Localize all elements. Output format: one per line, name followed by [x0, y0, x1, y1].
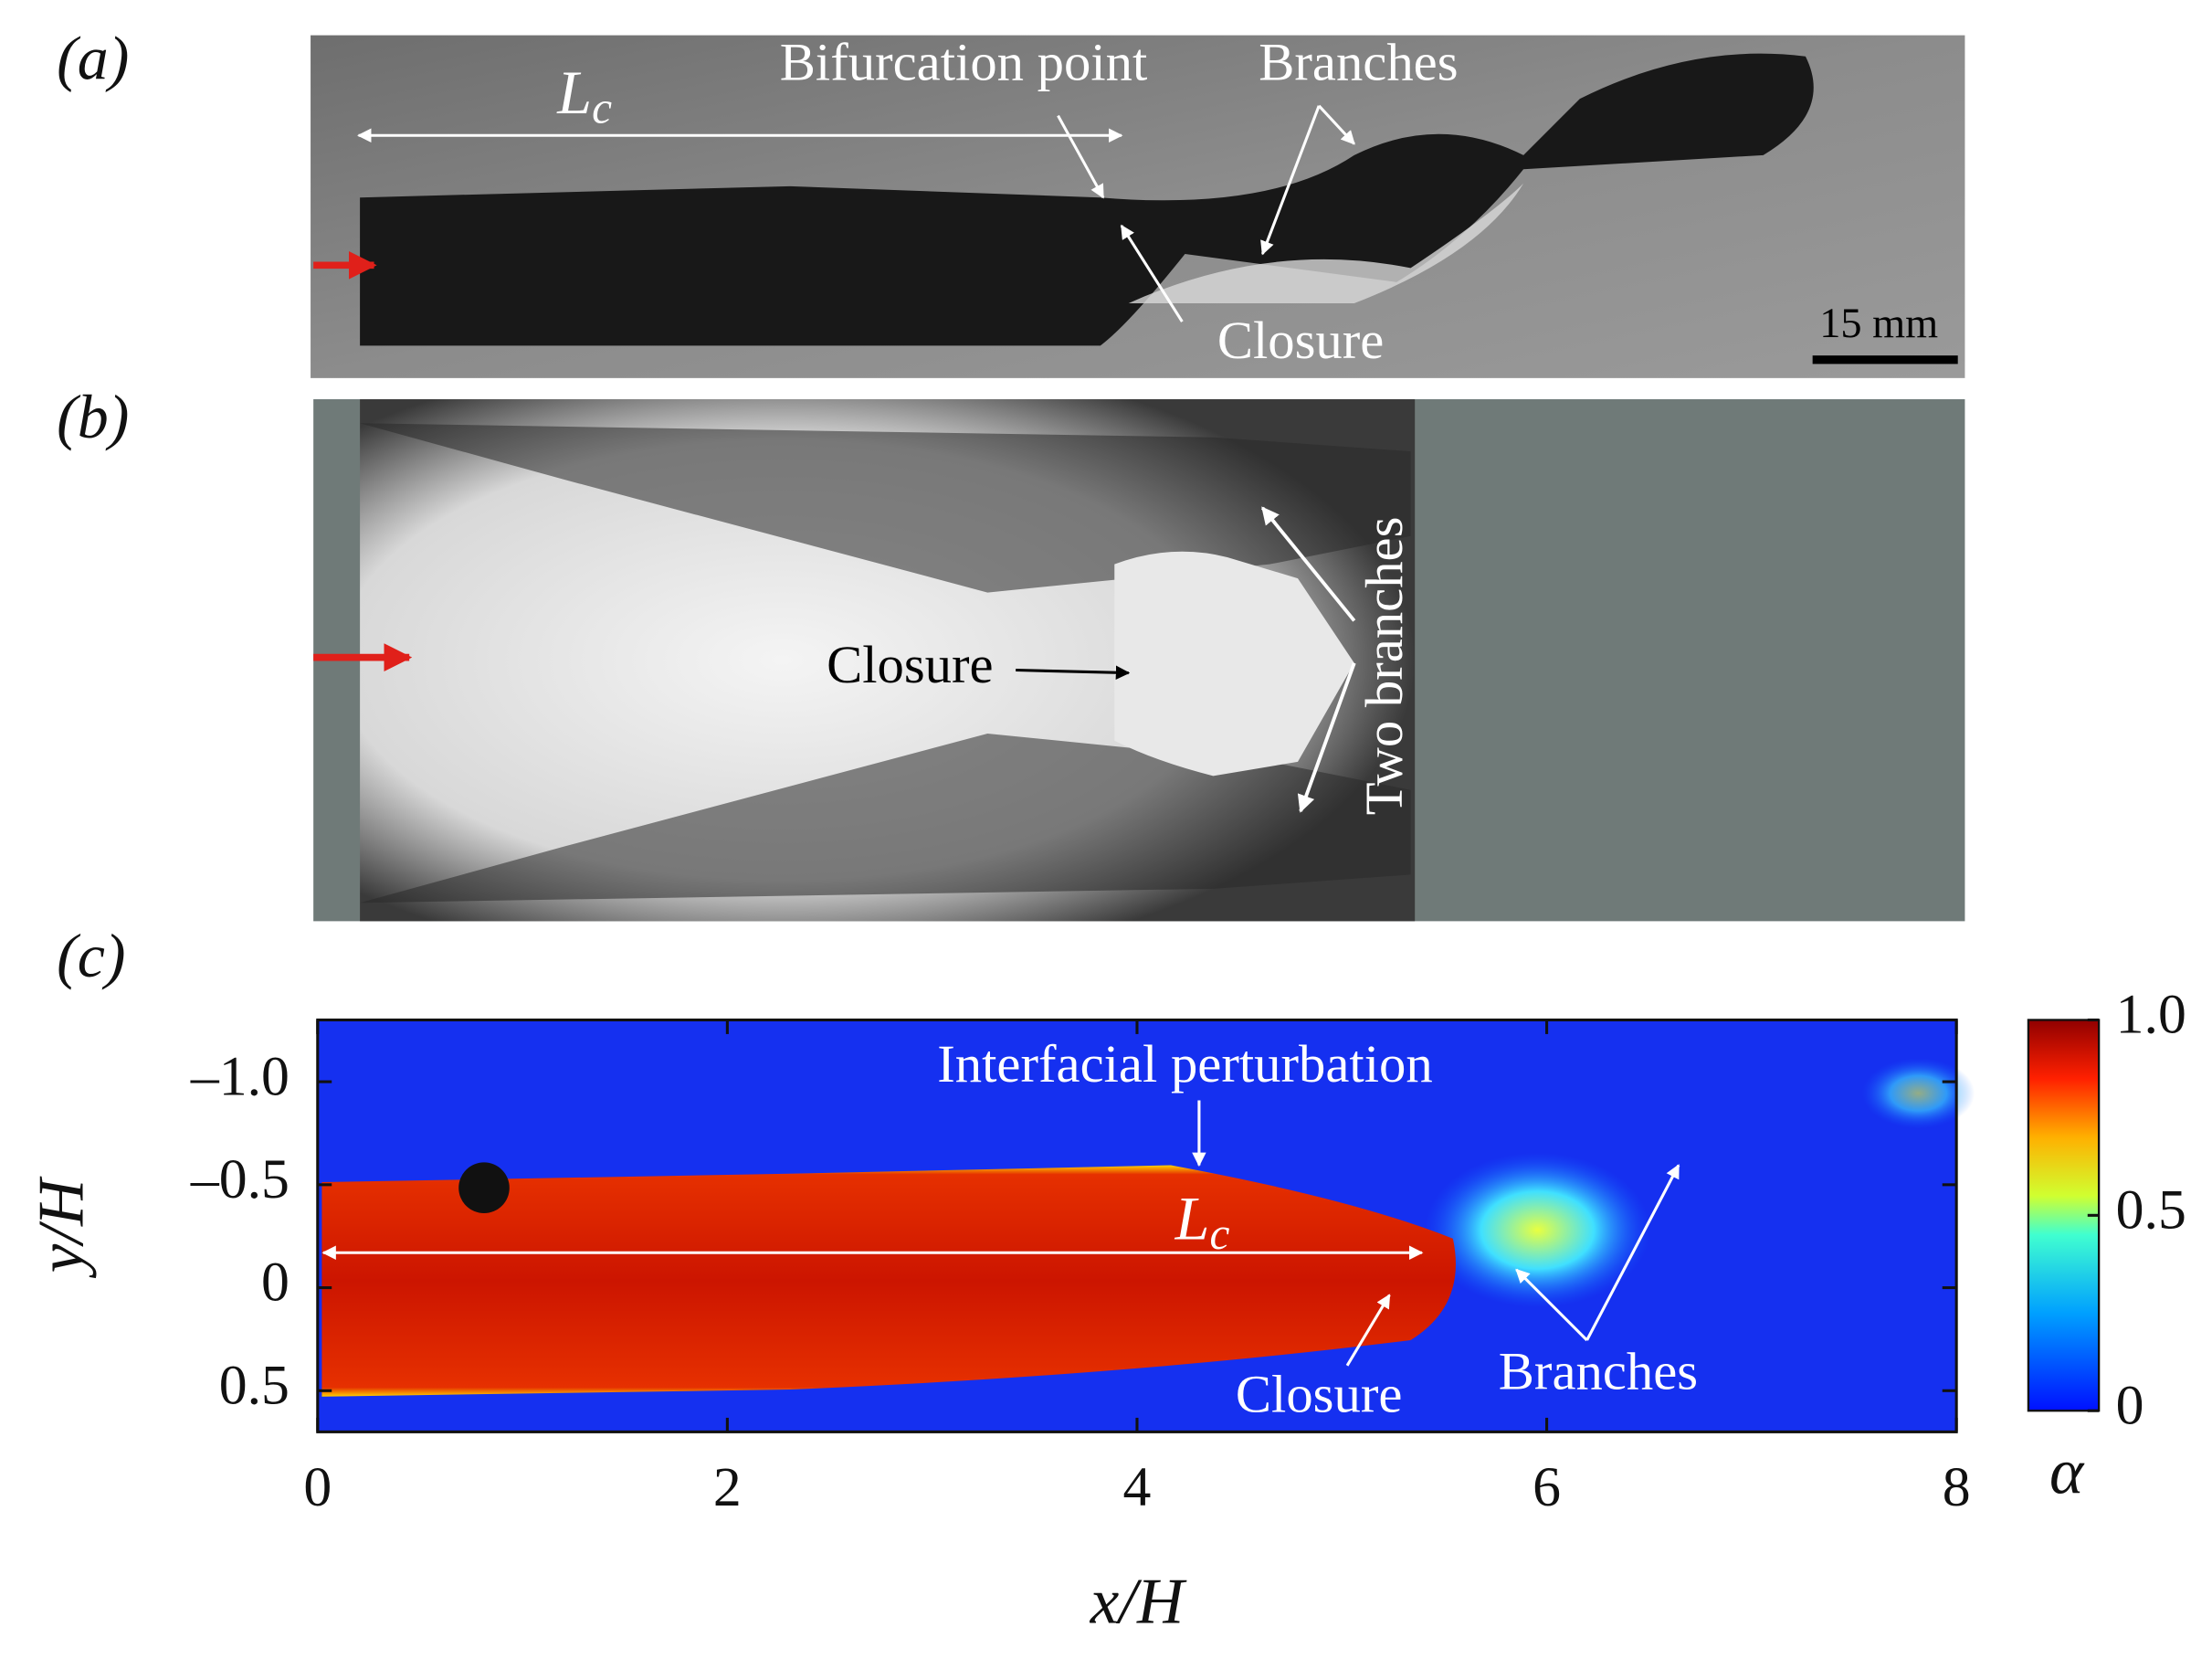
arrow	[1345, 1294, 1391, 1367]
x-tick-label: 6	[1533, 1456, 1561, 1518]
y-tick-label: 0	[261, 1252, 290, 1314]
y-axis-label: y/H	[26, 1176, 98, 1278]
arrow	[1260, 105, 1321, 256]
dark-region	[360, 423, 1411, 593]
branch-region	[1861, 1058, 1975, 1129]
y-tick-label: 0.5	[219, 1354, 290, 1416]
marker-dot	[458, 1162, 510, 1214]
colorbar	[2027, 1019, 2101, 1412]
scale-bar-label: 15 mm	[1819, 301, 1938, 347]
colorbar-tick-label: 0	[2116, 1374, 2144, 1436]
scale-bar	[1812, 355, 1958, 365]
panel-label: (b)	[57, 382, 129, 451]
panel-a: (a) Lc Bifurcation point Branches Closur…	[57, 24, 1965, 378]
subscript: c	[592, 83, 612, 133]
arrow	[1515, 1268, 1588, 1342]
annotation: Branches	[1259, 33, 1458, 92]
x-tick-label: 8	[1943, 1456, 1971, 1518]
y-tick-label: –1.0	[190, 1045, 290, 1107]
dark-region	[360, 733, 1411, 903]
colorbar-label: α	[2049, 1437, 2085, 1508]
x-tick-label: 0	[303, 1456, 332, 1518]
closure-region	[1114, 551, 1354, 777]
cavity-shape	[360, 53, 1814, 346]
annotation: Bifurcation point	[780, 33, 1147, 92]
symbol: L	[556, 58, 592, 127]
branch-region	[1424, 1152, 1651, 1308]
panel-label: (c)	[57, 921, 125, 990]
arrow	[1318, 104, 1355, 145]
annotation: Closure	[1236, 1364, 1403, 1423]
x-tick-label: 2	[713, 1456, 742, 1518]
symbol: L	[1174, 1183, 1210, 1252]
panel-b: (b) Closure Two branches	[57, 382, 1965, 922]
arrow	[1260, 506, 1356, 622]
annotation: Closure	[827, 635, 994, 694]
arrow	[1016, 665, 1131, 680]
arrow	[1057, 114, 1105, 199]
length-label: Lc	[556, 58, 612, 133]
annotation: Two branches	[1354, 517, 1414, 816]
annotation: Branches	[1499, 1342, 1698, 1401]
colorbar-tick-label: 1.0	[2116, 984, 2186, 1046]
colorbar-tick-label: 0.5	[2116, 1179, 2186, 1242]
x-tick-label: 4	[1123, 1456, 1152, 1518]
subscript: c	[1209, 1209, 1229, 1259]
x-axis-label: x/H	[1090, 1567, 1187, 1638]
annotation: Closure	[1217, 311, 1385, 370]
panel-label: (a)	[57, 24, 129, 93]
length-label: Lc	[1174, 1183, 1230, 1259]
arrow	[1585, 1164, 1680, 1341]
panel-c: (c) Lc Interfacial perturbation Closure …	[26, 921, 2186, 1638]
branch-shape	[1128, 183, 1524, 304]
annotation: Interfacial perturbation	[937, 1034, 1432, 1094]
y-tick-label: –0.5	[190, 1148, 290, 1210]
arrow	[1297, 662, 1356, 813]
arrow	[1120, 224, 1184, 322]
cavity-region	[321, 1165, 1456, 1397]
